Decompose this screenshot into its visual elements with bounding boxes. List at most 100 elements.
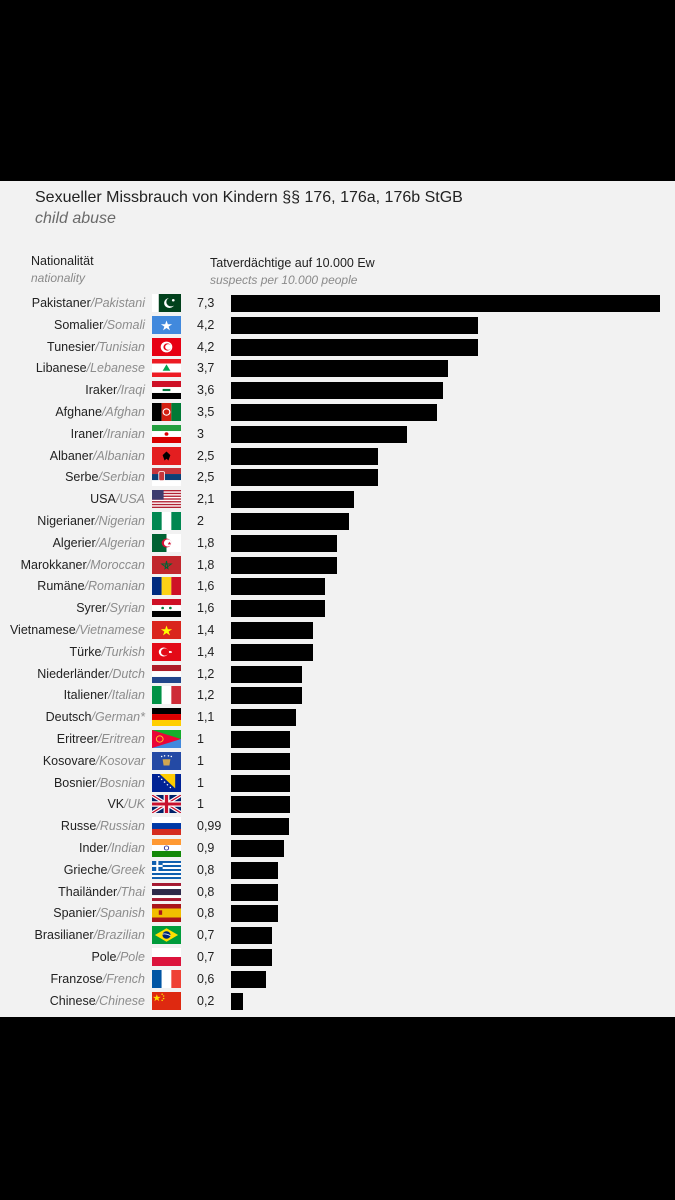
value-label: 1,8 <box>197 535 215 550</box>
category-label: Somalier/Somali <box>54 317 145 333</box>
value-label: 0,7 <box>197 950 215 964</box>
value-label: 1,2 <box>197 666 215 681</box>
value-label: 0,9 <box>197 841 215 855</box>
syria-flag-icon <box>152 599 181 618</box>
category-label: Niederländer/Dutch <box>37 666 145 682</box>
bar <box>231 295 660 312</box>
value-label: 1 <box>197 732 204 746</box>
category-label: Albaner/Albanian <box>50 448 145 464</box>
uk-flag-icon <box>152 795 181 814</box>
romania-flag-icon <box>152 577 181 596</box>
category-label-en: /Thai <box>117 884 145 899</box>
category-label: Tunesier/Tunisian <box>47 339 145 355</box>
value-label: 0,8 <box>197 906 215 921</box>
turkey-flag-icon <box>152 642 181 661</box>
value-header: Tatverdächtige auf 10.000 Ew <box>210 256 375 270</box>
chart-subtitle: child abuse <box>35 210 116 227</box>
category-label-de: Vietnamese <box>9 623 76 637</box>
category-label-en: /Moroccan <box>86 557 145 572</box>
bar <box>231 709 296 727</box>
category-label-en: /Iraqi <box>117 383 145 398</box>
pakistan-flag-icon <box>152 294 181 312</box>
category-label: VK/UK <box>107 796 145 812</box>
category-label-en: /Pakistani <box>90 296 145 310</box>
category-label: Iraner/Iranian <box>71 426 145 442</box>
nigeria-flag-icon <box>152 512 181 530</box>
category-label-en: /Kosovar <box>95 753 145 768</box>
bar <box>231 883 278 901</box>
category-label-de: Afghane <box>55 405 102 419</box>
category-label: Grieche/Greek <box>64 862 145 878</box>
value-label: 0,99 <box>197 819 222 834</box>
category-label-en: /Tunisian <box>95 339 145 354</box>
value-label: 0,8 <box>197 862 215 877</box>
lebanon-flag-icon <box>152 359 181 378</box>
category-label-de: Rumäne <box>37 579 85 594</box>
category-label-en: /Turkish <box>101 644 145 659</box>
category-label-en: /Nigerian <box>94 514 145 528</box>
category-label: Türke/Turkish <box>70 644 145 660</box>
category-label-en: /Dutch <box>108 666 145 681</box>
bar <box>231 316 478 334</box>
value-label: 2 <box>197 514 204 528</box>
category-label: Pole/Pole <box>91 949 145 965</box>
category-label-en: /Russian <box>96 819 145 834</box>
category-label: Eritreer/Eritrean <box>57 731 145 747</box>
value-label: 3,7 <box>197 361 215 376</box>
value-label: 0,8 <box>197 884 215 899</box>
india-flag-icon <box>152 839 181 857</box>
category-label-en: /Algerian <box>95 535 145 550</box>
somalia-flag-icon <box>152 315 181 334</box>
value-header-en: suspects per 10.000 people <box>210 273 358 287</box>
morocco-flag-icon <box>152 555 181 574</box>
bar <box>231 425 407 443</box>
category-label: Franzose/French <box>51 971 146 987</box>
category-label-en: /French <box>102 971 145 986</box>
category-label-de: Italiener <box>63 688 109 703</box>
bar <box>231 905 278 923</box>
category-label: Thailänder/Thai <box>58 884 145 900</box>
category-label-en: /Spanish <box>96 906 145 921</box>
value-label: 1,6 <box>197 601 215 616</box>
value-label: 4,2 <box>197 339 215 354</box>
bar <box>231 382 443 400</box>
category-label-de: Russe <box>60 819 97 834</box>
category-label-en: /Greek <box>107 862 145 877</box>
category-label: Brasilianer/Brazilian <box>35 927 145 943</box>
bar <box>231 469 378 487</box>
category-label-de: Kosovare <box>42 753 96 768</box>
bar <box>231 491 354 509</box>
value-label: 1 <box>197 753 204 768</box>
tunisia-flag-icon <box>152 337 181 356</box>
vietnam-flag-icon <box>152 621 181 639</box>
usa-flag-icon <box>152 490 181 509</box>
bosnia-flag-icon <box>152 773 181 792</box>
bar <box>231 622 313 639</box>
category-label-en: /Vietnamese <box>75 623 145 637</box>
category-label-de: Spanier <box>53 906 97 921</box>
bar <box>231 796 290 814</box>
bar <box>231 643 313 661</box>
bar <box>231 404 437 421</box>
category-label-de: Algerier <box>52 535 96 550</box>
bar <box>231 992 243 1010</box>
value-label: 4,2 <box>197 317 215 332</box>
category-label-en: /Somali <box>103 317 145 332</box>
category-header: Nationalität <box>31 254 94 268</box>
value-label: 1,4 <box>197 623 215 637</box>
albania-flag-icon <box>152 446 181 465</box>
eritrea-flag-icon <box>152 730 181 748</box>
bar <box>231 665 302 683</box>
value-label: 1,2 <box>197 688 215 703</box>
bar <box>231 556 337 574</box>
value-label: 2,5 <box>197 470 215 485</box>
category-label-en: /Afghan <box>101 405 145 419</box>
category-label: Nigerianer/Nigerian <box>37 513 145 529</box>
brazil-flag-icon <box>152 926 181 945</box>
category-label-de: Nigerianer <box>37 514 95 528</box>
bar <box>231 600 325 618</box>
category-label: Chinese/Chinese <box>50 993 145 1009</box>
bar <box>231 687 302 705</box>
algeria-flag-icon <box>152 533 181 552</box>
category-label-en: /Iranian <box>103 426 145 441</box>
